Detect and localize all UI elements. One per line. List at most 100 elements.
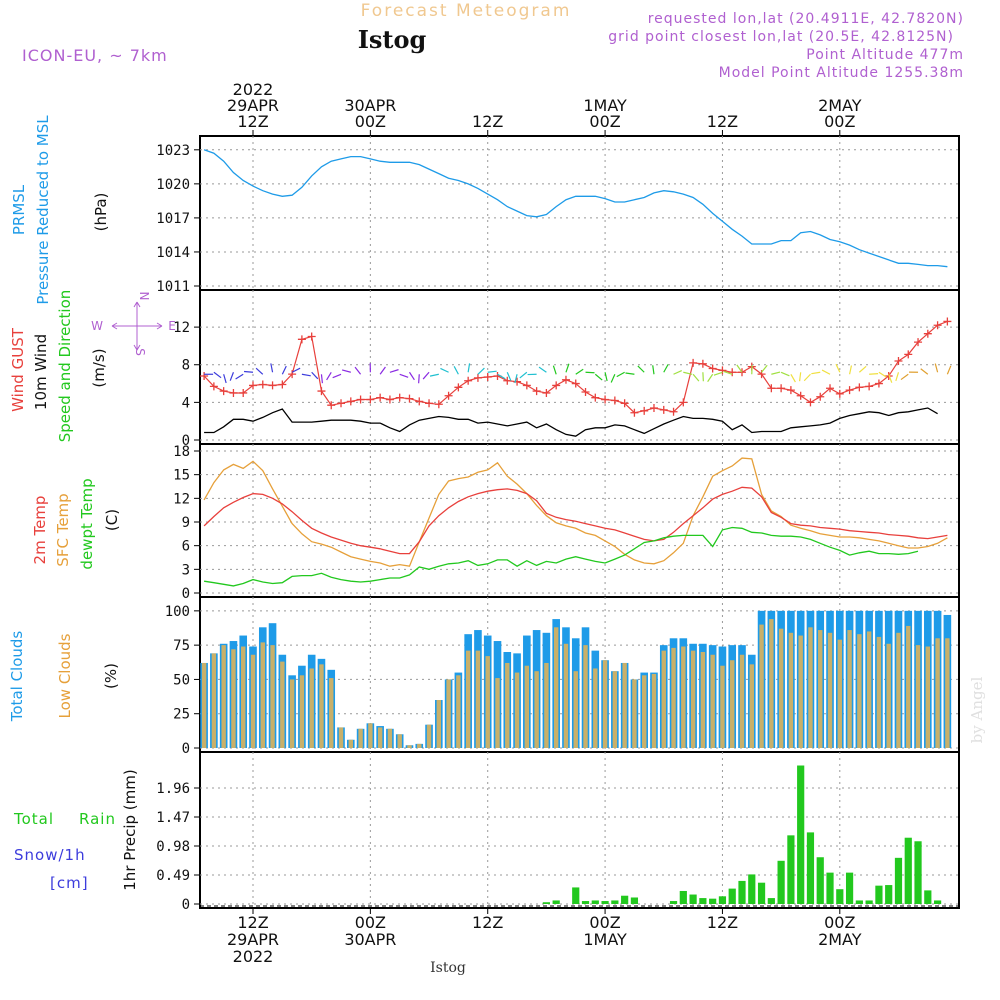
wind-arrow bbox=[604, 372, 608, 382]
low-cloud-bar bbox=[485, 656, 490, 748]
low-cloud-bar bbox=[847, 630, 852, 748]
gust-marker bbox=[767, 384, 776, 393]
panel-frame bbox=[199, 751, 960, 909]
rain-bar bbox=[855, 900, 863, 904]
gust-marker bbox=[689, 358, 698, 367]
gust-marker bbox=[571, 379, 580, 388]
wind-arrow bbox=[821, 369, 831, 375]
gust-marker bbox=[649, 404, 658, 413]
low-cloud-bar bbox=[612, 671, 618, 748]
wind-arrow bbox=[616, 371, 625, 378]
gust-marker bbox=[376, 393, 385, 402]
wind-arrow bbox=[235, 373, 244, 380]
low-cloud-bar bbox=[769, 619, 774, 748]
gust-marker bbox=[405, 394, 414, 403]
watermark: by Angel bbox=[968, 676, 986, 743]
cloud-panel: 0 25 50 75 100 bbox=[165, 596, 960, 757]
rain-bar bbox=[611, 900, 619, 904]
top-axis-label: 2MAY bbox=[818, 96, 862, 115]
low-cloud-bar bbox=[906, 625, 911, 748]
temp-2m-label: 2m Temp bbox=[31, 496, 49, 565]
wind-arrow bbox=[477, 367, 485, 375]
footer-location: Istog bbox=[430, 960, 466, 976]
low-cloud-bar bbox=[426, 724, 432, 748]
rain-bar bbox=[826, 872, 834, 904]
low-cloud-bar bbox=[661, 650, 666, 748]
low-cloud-bar bbox=[808, 627, 813, 748]
gust-marker bbox=[532, 387, 541, 396]
compass-arrows bbox=[111, 301, 163, 351]
panel-frame bbox=[199, 135, 960, 291]
gust-marker bbox=[561, 375, 570, 384]
wind-10m-line bbox=[204, 407, 938, 437]
rain-bar bbox=[757, 882, 766, 904]
rain-bar bbox=[924, 890, 932, 904]
gust-marker bbox=[297, 335, 306, 344]
top-axis-label: 00Z bbox=[824, 112, 855, 131]
wind-arrow bbox=[311, 371, 319, 380]
rain-bar bbox=[845, 872, 854, 904]
low-cloud-bar bbox=[720, 665, 725, 748]
wind-arrow bbox=[811, 371, 821, 375]
y-tick-label: 1017 bbox=[156, 211, 190, 227]
wind-arrow bbox=[713, 371, 723, 376]
low-cloud-bar bbox=[622, 662, 627, 748]
low-cloud-bar bbox=[553, 627, 559, 748]
gust-marker bbox=[249, 381, 257, 390]
y-tick-label: 9 bbox=[182, 515, 190, 531]
low-cloud-bar bbox=[544, 662, 549, 748]
pressure-msl-label: Pressure Reduced to MSL bbox=[34, 115, 52, 305]
rain-bar bbox=[689, 894, 697, 904]
wind-panel-labels: Wind GUST 10m Wind Speed and Direction (… bbox=[9, 290, 176, 443]
low-cloud-bar bbox=[289, 679, 295, 748]
gridpoint-coords: grid point closest lon,lat (20.5E, 42.81… bbox=[608, 29, 954, 45]
low-cloud-bar bbox=[505, 662, 510, 748]
y-tick-label: 1014 bbox=[156, 245, 190, 261]
wind-direction-label: Speed and Direction bbox=[56, 290, 74, 443]
y-tick-label: 0 bbox=[182, 433, 190, 449]
low-cloud-bar bbox=[583, 645, 588, 748]
low-cloud-bar bbox=[407, 745, 412, 748]
gust-marker bbox=[522, 381, 531, 390]
y-tick-label: 1.47 bbox=[156, 810, 190, 826]
gust-marker bbox=[943, 317, 952, 326]
bottom-axis-label: 00Z bbox=[824, 913, 855, 932]
gust-marker bbox=[581, 388, 590, 397]
y-tick-label: 6 bbox=[182, 539, 190, 555]
wind-arrow bbox=[270, 363, 274, 373]
gust-marker bbox=[317, 387, 326, 396]
wind-arrow bbox=[594, 373, 603, 381]
wind-arrow bbox=[692, 373, 700, 382]
percent-unit-label: (%) bbox=[102, 663, 120, 689]
y-tick-label: 0 bbox=[182, 741, 190, 757]
wind-arrow bbox=[223, 374, 227, 384]
y-tick-label: 0 bbox=[182, 586, 190, 602]
gust-line bbox=[203, 320, 948, 414]
gust-marker bbox=[591, 393, 600, 402]
wind-arrow bbox=[497, 373, 506, 380]
low-cloud-bar bbox=[201, 662, 207, 748]
compass-s: S bbox=[133, 348, 147, 356]
low-cloud-bar bbox=[945, 638, 950, 748]
prmsl-line bbox=[203, 149, 948, 268]
rain-bar bbox=[904, 837, 912, 904]
wind-arrow bbox=[683, 371, 693, 375]
gust-marker bbox=[835, 389, 844, 398]
bottom-axis-label: 12Z bbox=[472, 913, 503, 932]
y-tick-label: 1020 bbox=[156, 177, 190, 193]
y-tick-label: 3 bbox=[182, 562, 190, 578]
rain-bar bbox=[679, 890, 687, 904]
wind-arrow bbox=[835, 363, 841, 373]
gust-marker bbox=[307, 332, 316, 341]
gust-marker bbox=[786, 386, 795, 395]
wind-arrow bbox=[610, 374, 616, 383]
low-cloud-bar bbox=[319, 664, 324, 748]
hpa-unit-label: (hPa) bbox=[92, 193, 110, 232]
low-cloud-bar bbox=[857, 634, 862, 748]
low-cloud-bar bbox=[671, 647, 676, 748]
low-cloud-bar bbox=[211, 653, 217, 748]
gust-marker bbox=[855, 383, 864, 392]
low-cloud-bar bbox=[642, 675, 647, 748]
temp-dew-label: dewpt Temp bbox=[78, 478, 96, 569]
